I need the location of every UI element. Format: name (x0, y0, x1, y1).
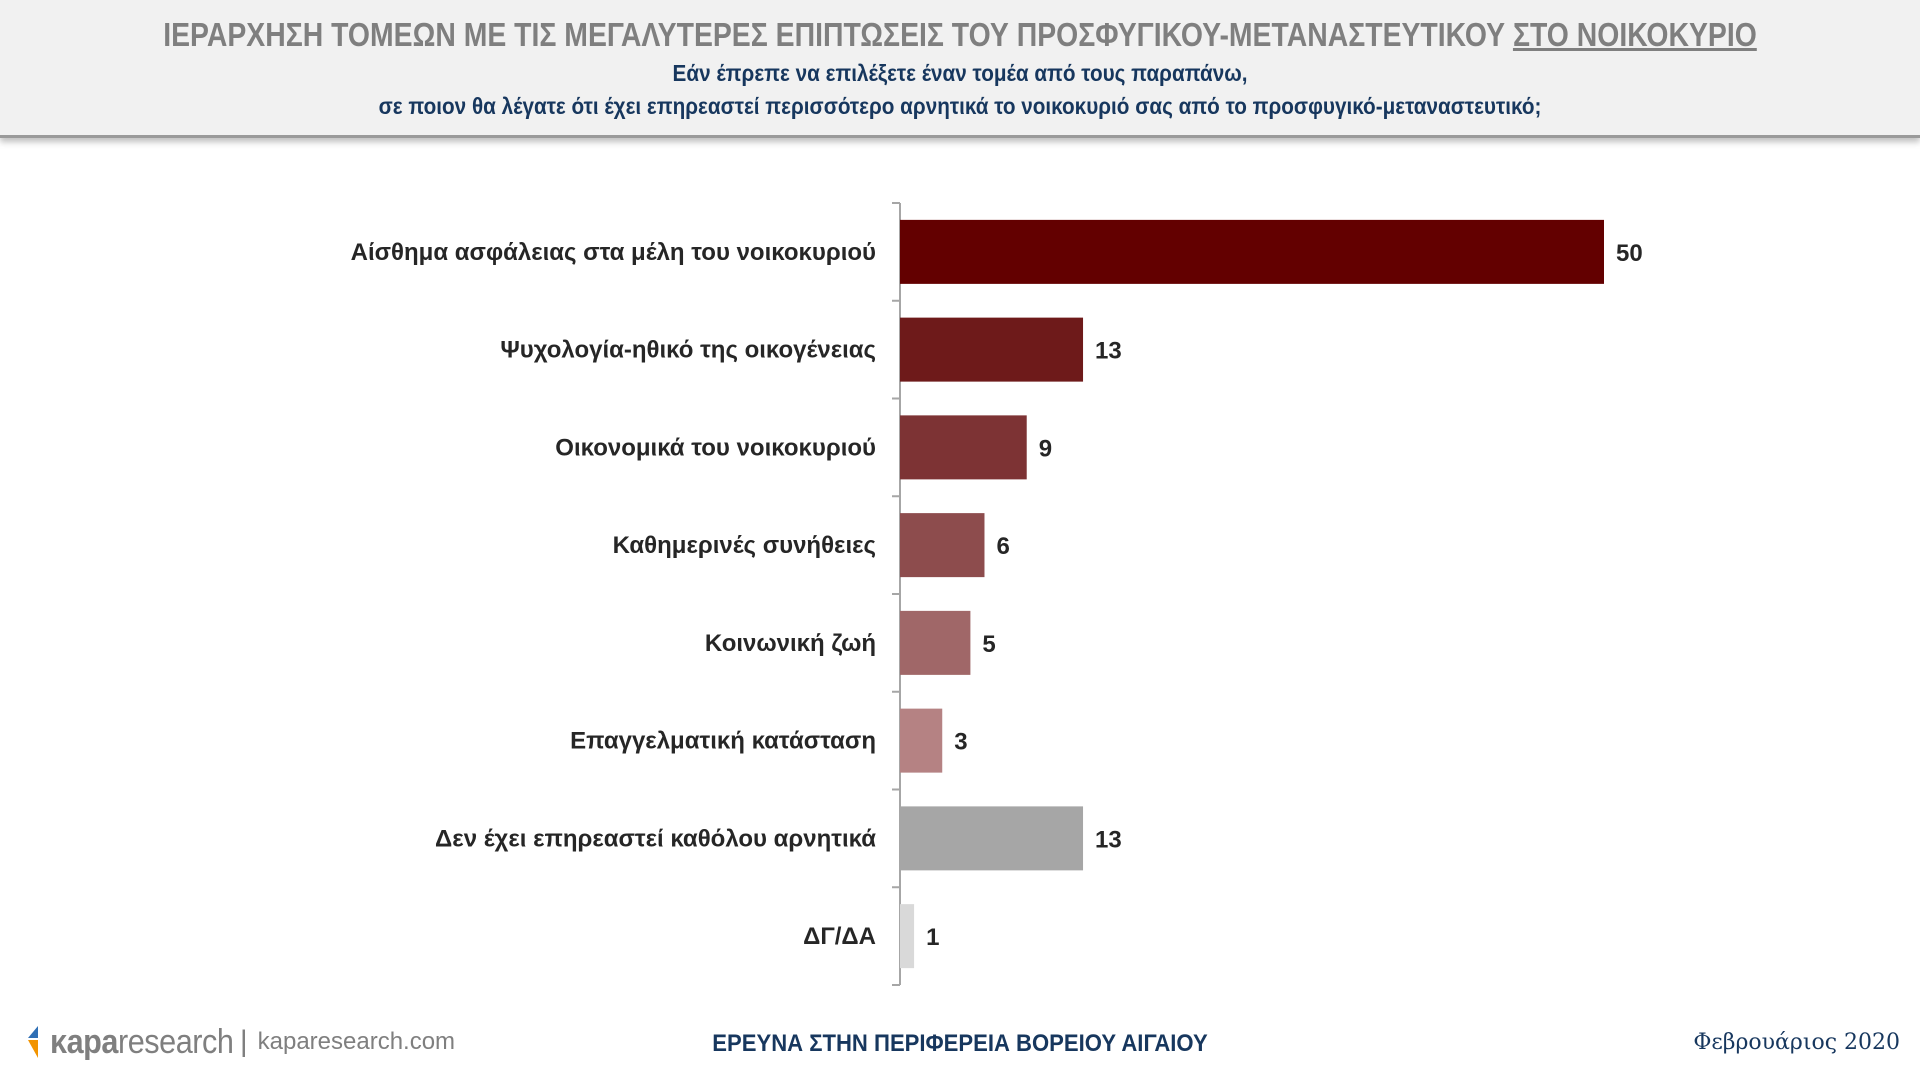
logo-wordmark: κaparesearch (50, 1022, 234, 1062)
header-banner: ΙΕΡΑΡΧΗΣΗ ΤΟΜΕΩΝ ΜΕ ΤΙΣ ΜΕΓΑΛΥΤΕΡΕΣ ΕΠΙΠ… (0, 0, 1920, 138)
logo-mark-icon (28, 1026, 38, 1058)
data-label: 6 (996, 533, 1009, 560)
bar (900, 415, 1027, 480)
title-main: ΙΕΡΑΡΧΗΣΗ ΤΟΜΕΩΝ ΜΕ ΤΙΣ ΜΕΓΑΛΥΤΕΡΕΣ ΕΠΙΠ… (163, 16, 1506, 53)
logo-url: kaparesearch.com (257, 1028, 456, 1055)
bar (900, 904, 915, 969)
category-label: Καθημερινές συνήθειες (613, 532, 876, 559)
data-label: 13 (1095, 338, 1122, 365)
page-title: ΙΕΡΑΡΧΗΣΗ ΤΟΜΕΩΝ ΜΕ ΤΙΣ ΜΕΓΑΛΥΤΕΡΕΣ ΕΠΙΠ… (134, 16, 1785, 54)
logo-separator: | (239, 1025, 248, 1058)
footer-date: Φεβρουάριος 2020 (1693, 1030, 1900, 1055)
subtitle-line-1: Εάν έπρεπε να επιλέξετε έναν τομέα από τ… (672, 60, 1248, 86)
bar (900, 317, 1084, 382)
data-label: 3 (954, 729, 967, 756)
category-label: Δεν έχει επηρεαστεί καθόλου αρνητικά (435, 825, 876, 852)
category-label: Ψυχολογία-ηθικό της οικογένειας (500, 337, 876, 364)
data-label: 5 (982, 631, 995, 658)
logo-light: research (117, 1022, 234, 1061)
footer-survey-title: ΕΡΕΥΝΑ ΣΤΗΝ ΠΕΡΙΦΕΡΕΙΑ ΒΟΡΕΙΟΥ ΑΙΓΑΙΟΥ (712, 1030, 1208, 1057)
category-label: Κοινωνική ζωή (705, 630, 876, 657)
data-label: 13 (1095, 826, 1122, 853)
title-underlined: ΣΤΟ ΝΟΙΚΟΚΥΡΙΟ (1512, 16, 1757, 53)
category-label: Επαγγελματική κατάσταση (570, 728, 876, 755)
kapa-research-logo: κaparesearch | kaparesearch.com (24, 1022, 455, 1062)
data-label: 1 (926, 924, 939, 951)
bar (900, 708, 943, 773)
subtitle-line-2: σε ποιον θα λέγατε ότι έχει επηρεαστεί π… (378, 93, 1542, 119)
bar (900, 610, 971, 675)
category-label: Αίσθημα ασφάλειας στα μέλη του νοικοκυρι… (351, 239, 876, 266)
category-label: ΔΓ/ΔΑ (803, 923, 876, 950)
bar (900, 219, 1604, 284)
bar-chart: Αίσθημα ασφάλειας στα μέλη του νοικοκυρι… (351, 202, 1643, 986)
logo-bold: κapa (50, 1022, 118, 1061)
data-label: 50 (1616, 240, 1643, 267)
data-label: 9 (1039, 435, 1052, 462)
bar (900, 806, 1084, 871)
category-label: Οικονομικά του νοικοκυριού (555, 434, 876, 461)
bar (900, 513, 985, 578)
